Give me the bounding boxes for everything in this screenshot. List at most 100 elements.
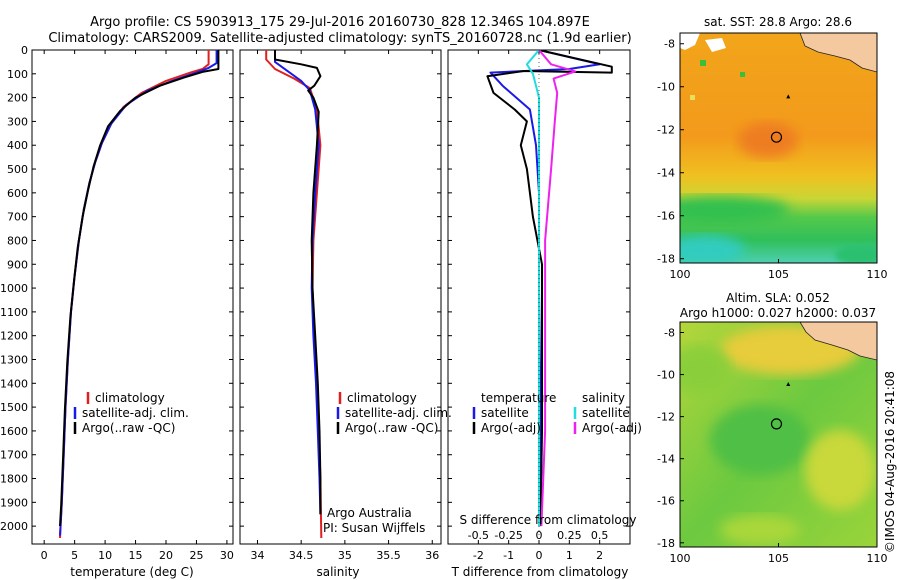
x-tick-label: -2 (473, 549, 484, 562)
legend-label-satellite: satellite-adj. clim. (82, 406, 189, 420)
map-y-tick-label: -12 (657, 124, 675, 137)
y-tick-label: 1900 (0, 496, 28, 509)
y-tick-label: 1500 (0, 401, 28, 414)
y-tick-label: 1400 (0, 377, 28, 390)
map-x-tick-label: 100 (670, 552, 691, 565)
y-tick-label: 700 (7, 211, 28, 224)
header-line2: Climatology: CARS2009. Satellite-adjuste… (48, 31, 631, 46)
legend-label-argo: Argo(..raw -QC) (82, 421, 175, 435)
x-top-tick-label: 0.5 (591, 529, 609, 542)
y-tick-label: 0 (21, 44, 28, 57)
legend-title-salinity: salinity (582, 391, 625, 405)
salinity-chart: 34 34.5 35 35.5 36 (240, 49, 441, 562)
y-tick-label: 900 (7, 258, 28, 271)
y-tick-label: 1000 (0, 282, 28, 295)
argo-position-marker (770, 418, 783, 430)
x-top-tick-label: -0.25 (494, 529, 522, 542)
x-tick-label: 36 (425, 549, 439, 562)
y-tick-label: 300 (7, 115, 28, 128)
difference-chart: -2 -1 0 1 2 -0.5 -0.25 0 0.25 0.5 (448, 49, 630, 562)
salinity-panel (239, 49, 442, 545)
map-x-tick-label: 105 (768, 552, 789, 565)
y-tick-label: 1100 (0, 306, 28, 319)
argo-position-marker (770, 131, 783, 143)
x-tick-label: 30 (220, 549, 234, 562)
legend-label-t-satellite: satellite (481, 406, 529, 420)
legend-label-t-argo: Argo(-adj) (481, 421, 541, 435)
map-y-tick-label: -18 (657, 537, 675, 550)
y-tick-label: 1300 (0, 353, 28, 366)
x-tick-label: 34 (250, 549, 264, 562)
annotation-pi: PI: Susan Wijffels (323, 521, 425, 535)
x-tick-label: 10 (98, 549, 112, 562)
y-tick-label: 800 (7, 234, 28, 247)
temperature-panel (31, 49, 234, 545)
series-line-argo-raw-qc- (59, 50, 220, 527)
series-line-s-argo-adj- (538, 50, 577, 527)
x-tick-label: 35.5 (376, 549, 401, 562)
imos-credit: ©IMOS 04-Aug-2016 20:41:08 (883, 371, 897, 553)
salinity-legend: climatology satellite-adj. clim. Argo(..… (323, 391, 452, 535)
legend-label-climatology: climatology (347, 391, 417, 405)
map-y-tick-label: -8 (664, 327, 675, 340)
y-tick-label: 1600 (0, 425, 28, 438)
legend-label-satellite: satellite-adj. clim. (345, 406, 452, 420)
map-x-tick-label: 100 (670, 268, 691, 281)
series-line-satellite-adj-clim- (274, 50, 322, 515)
map-y-tick-label: -12 (657, 411, 675, 424)
x-top-tick-label: -0.5 (468, 529, 489, 542)
temperature-legend: climatology satellite-adj. clim. Argo(..… (73, 391, 189, 435)
x-tick-label: 25 (189, 549, 203, 562)
x-tick-label: 34.5 (289, 549, 314, 562)
temperature-chart: 0100200300400500600700800900100011001200… (0, 44, 234, 562)
difference-xlabel: T difference from climatology (451, 565, 629, 579)
y-tick-label: 1800 (0, 473, 28, 486)
map-x-tick-label: 110 (867, 268, 888, 281)
map-y-tick-label: -16 (657, 210, 675, 223)
series-line-argo-raw-qc- (274, 50, 322, 515)
map-y-tick-label: -14 (657, 453, 675, 466)
salinity-xlabel: salinity (316, 565, 359, 579)
map-y-tick-label: -18 (657, 253, 675, 266)
legend-label-s-satellite: satellite (582, 406, 630, 420)
y-tick-label: 500 (7, 163, 28, 176)
sla-map-axes: 100 105 110 -8 -10 -12 -14 -16 -18 (657, 327, 887, 565)
x-tick-label: 0 (536, 549, 543, 562)
x-tick-label: 0 (41, 549, 48, 562)
legend-label-climatology: climatology (95, 391, 165, 405)
legend-label-argo: Argo(..raw -QC) (345, 421, 438, 435)
y-tick-label: 600 (7, 187, 28, 200)
series-line-t-argo-adj- (486, 50, 613, 527)
previous-position-marker (786, 381, 791, 386)
x-tick-label: -1 (503, 549, 514, 562)
map-y-tick-label: -16 (657, 495, 675, 508)
map-y-tick-label: -14 (657, 167, 675, 180)
series-line-climatology (59, 50, 210, 539)
map-y-tick-label: -8 (664, 38, 675, 51)
y-tick-label: 200 (7, 92, 28, 105)
series-line-s-satellite (525, 50, 540, 527)
x-tick-label: 20 (159, 549, 173, 562)
sst-map-title: sat. SST: 28.8 Argo: 28.6 (704, 15, 852, 29)
x-tick-label: 1 (566, 549, 573, 562)
temperature-xlabel: temperature (deg C) (70, 565, 193, 579)
y-tick-label: 400 (7, 139, 28, 152)
sst-map-axes: 100 105 110 -8 -10 -12 -14 -16 -18 (657, 38, 887, 281)
x-top-tick-label: 0 (536, 529, 543, 542)
x-tick-label: 35 (338, 549, 352, 562)
difference-xlabel-top: S difference from climatology (460, 513, 637, 527)
sla-map-title-2: Argo h1000: 0.027 h2000: 0.037 (680, 306, 876, 320)
legend-label-s-argo: Argo(-adj) (582, 421, 642, 435)
x-tick-label: 2 (596, 549, 603, 562)
y-tick-label: 1200 (0, 330, 28, 343)
x-tick-label: 5 (71, 549, 78, 562)
sst-map (680, 33, 877, 263)
previous-position-marker (786, 94, 791, 99)
map-x-tick-label: 105 (768, 268, 789, 281)
x-top-tick-label: 0.25 (557, 529, 582, 542)
map-y-tick-label: -10 (657, 81, 675, 94)
map-y-tick-label: -10 (657, 369, 675, 382)
x-tick-label: 15 (129, 549, 143, 562)
series-line-satellite-adj-clim- (59, 50, 218, 536)
